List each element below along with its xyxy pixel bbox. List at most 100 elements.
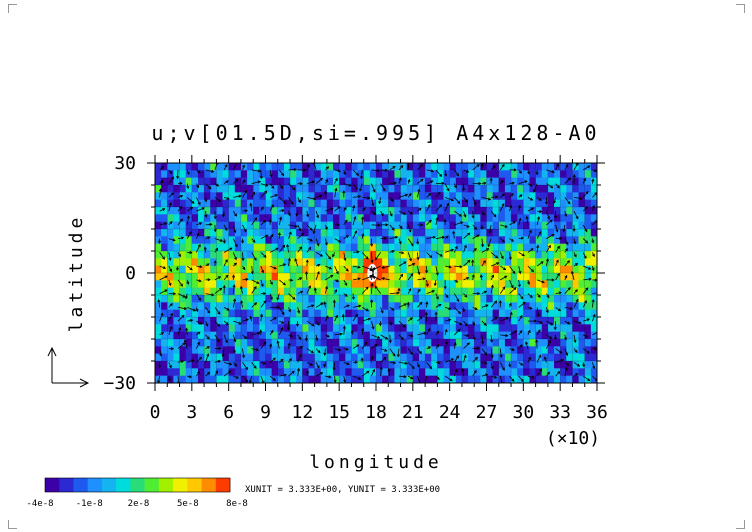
- heatmap-cell: [425, 324, 432, 333]
- vector-arrow-head: [357, 277, 361, 281]
- heatmap-cell: [388, 324, 396, 333]
- vector-arrow-head: [430, 180, 434, 184]
- y-tick-label: −30: [103, 373, 136, 394]
- vector-arrow: [398, 238, 402, 244]
- vector-arrow: [509, 221, 516, 226]
- vector-arrow-head: [172, 292, 177, 296]
- heatmap-cell: [523, 309, 531, 318]
- heatmap-cell: [547, 221, 555, 230]
- heatmap-cell: [345, 339, 353, 347]
- heatmap-cell: [455, 221, 463, 230]
- heatmap-cell: [296, 361, 303, 369]
- vector-arrow-head: [186, 171, 190, 176]
- vector-arrow-head: [424, 311, 428, 316]
- vector-arrow-head: [598, 331, 601, 333]
- heatmap-cell: [461, 163, 469, 171]
- heatmap-cell: [333, 258, 340, 267]
- vector-arrow-head: [183, 339, 187, 343]
- heatmap-cell: [228, 339, 236, 347]
- heatmap-cell: [425, 243, 432, 252]
- vector-arrow-head: [408, 258, 412, 262]
- heatmap-cell: [290, 265, 297, 274]
- vector-arrow-head: [444, 328, 448, 333]
- colorbar-swatch: [101, 478, 117, 492]
- heatmap-cell: [271, 229, 279, 237]
- chart-title: u;v[01.5D,si=.995] A4x128-A0: [151, 121, 600, 145]
- heatmap-cell: [486, 331, 494, 340]
- heatmap-cell: [584, 368, 592, 377]
- heatmap-cell: [234, 221, 242, 230]
- heatmap-cell: [363, 192, 371, 201]
- vector-arrow-head: [445, 235, 449, 239]
- heatmap-cell: [388, 243, 396, 252]
- vector-arrow: [380, 210, 384, 216]
- vector-arrow-head: [292, 187, 296, 191]
- vector-arrow-head: [332, 299, 336, 303]
- heatmap-cell: [204, 309, 211, 318]
- heatmap-cell: [191, 295, 199, 303]
- vector-arrow-head: [282, 244, 286, 248]
- vector-arrow: [573, 289, 578, 294]
- heatmap-cell: [449, 331, 457, 340]
- heatmap-cell: [345, 214, 353, 223]
- heatmap-cell: [302, 251, 310, 259]
- vector-arrow-head: [362, 207, 366, 211]
- vector-arrow: [380, 307, 384, 313]
- vector-arrow: [260, 300, 267, 308]
- vector-arrow-head: [425, 283, 429, 288]
- heatmap-cell: [443, 368, 451, 377]
- vector-arrow-head: [392, 361, 397, 365]
- vector-arrow-head: [208, 186, 212, 190]
- vector-arrow: [159, 313, 163, 322]
- heatmap-cell: [326, 243, 334, 252]
- heatmap-cell: [511, 185, 518, 193]
- vector-arrow-head: [337, 169, 342, 173]
- heatmap-cell: [191, 258, 199, 267]
- vector-arrow-head: [380, 310, 384, 314]
- heatmap-cell: [554, 236, 561, 245]
- vector-arrow-head: [495, 195, 499, 199]
- heatmap-cell: [511, 273, 518, 281]
- heatmap-cell: [468, 170, 475, 179]
- vector-arrow: [389, 362, 396, 364]
- heatmap-cell: [443, 361, 451, 369]
- heatmap-cell: [406, 368, 414, 377]
- vector-arrow-head: [261, 380, 265, 383]
- vector-arrow-head: [556, 272, 560, 277]
- heatmap-cell: [554, 185, 561, 193]
- vector-arrow-head: [444, 173, 448, 177]
- vector-arrow-head: [383, 356, 387, 361]
- heatmap-cell: [461, 236, 469, 245]
- vector-arrow: [379, 197, 381, 204]
- heatmap-cell: [290, 280, 297, 289]
- heatmap-cell: [185, 199, 193, 208]
- vector-arrow-head: [410, 243, 414, 247]
- vector-arrow: [490, 210, 497, 217]
- heatmap-cell: [240, 302, 248, 311]
- vector-arrow: [563, 224, 566, 232]
- heatmap-cell: [572, 368, 580, 377]
- heatmap-cell: [560, 258, 567, 267]
- heatmap-cell: [314, 251, 322, 259]
- vector-arrow-head: [305, 271, 309, 275]
- vector-arrow-head: [408, 229, 412, 233]
- heatmap-cell: [535, 339, 543, 347]
- heatmap-cell: [339, 361, 346, 369]
- heatmap-cell: [388, 353, 396, 362]
- vector-arrow-head: [261, 270, 264, 274]
- heatmap-cell: [529, 258, 537, 267]
- heatmap-cell: [173, 192, 181, 201]
- heatmap-cell: [222, 295, 230, 303]
- heatmap-cell: [363, 163, 371, 171]
- vector-arrow: [306, 304, 314, 308]
- heatmap-cell: [351, 199, 359, 208]
- vector-arrow: [435, 204, 442, 212]
- vector-arrow: [518, 315, 523, 322]
- heatmap-cell: [431, 273, 438, 281]
- heatmap-cell: [437, 185, 445, 193]
- heatmap-cell: [529, 236, 537, 245]
- heatmap-cell: [560, 324, 567, 333]
- vector-arrow: [269, 194, 278, 198]
- vector-arrow-head: [570, 270, 574, 275]
- heatmap-cell: [406, 317, 414, 325]
